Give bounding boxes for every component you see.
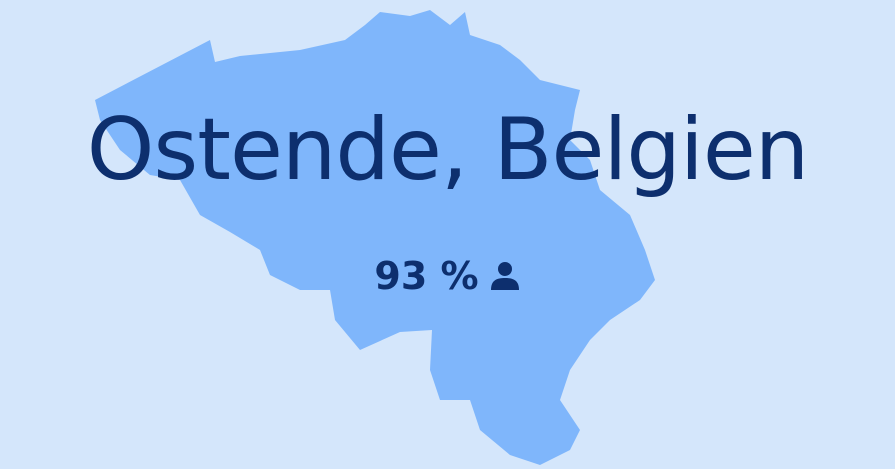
place-title: Ostende, Belgien xyxy=(86,100,810,200)
stat-line: 93 % xyxy=(0,254,895,298)
stat-value: 93 % xyxy=(374,254,479,298)
country-shape xyxy=(95,10,655,465)
person-icon xyxy=(490,262,519,290)
